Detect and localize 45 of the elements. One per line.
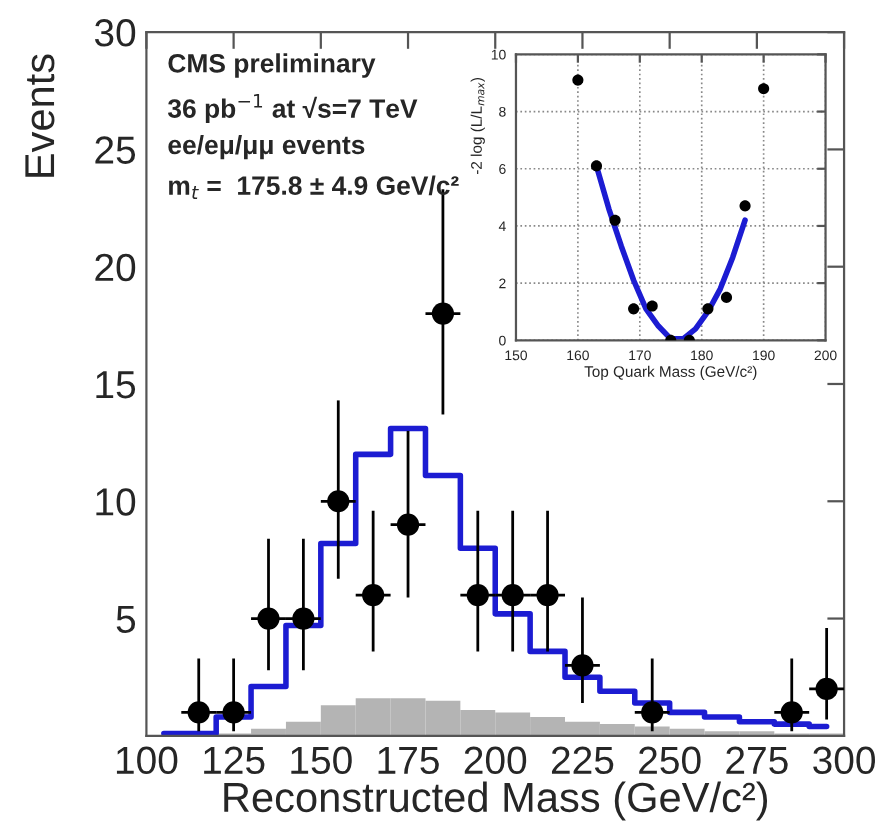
point	[362, 583, 385, 607]
point	[641, 701, 664, 724]
point	[292, 607, 315, 630]
x-tick-label: 125	[204, 746, 265, 775]
point	[780, 701, 803, 724]
point	[571, 654, 594, 677]
point	[572, 74, 584, 86]
point	[187, 701, 210, 724]
y-tick-label: 5	[116, 605, 136, 634]
y-tick-label: 25	[95, 136, 136, 164]
point	[702, 303, 714, 315]
x-tick-label: 275	[726, 746, 788, 775]
point	[758, 83, 770, 95]
point	[628, 303, 640, 315]
y-tick-label: 30	[94, 19, 136, 47]
point	[466, 583, 489, 607]
x-axis-title: Reconstructed Mass (GeV/c²)	[224, 781, 768, 821]
x-tick-label: 225	[551, 746, 614, 775]
x-tick-label: 175	[378, 746, 439, 775]
point	[431, 302, 455, 325]
point	[739, 200, 751, 212]
point	[396, 513, 420, 536]
y-tick-label: 15	[96, 371, 136, 399]
annotation: m$_{t}$ = 175.8 ± 4.9 GeV/c²	[169, 175, 459, 199]
point	[590, 160, 603, 172]
annotation: CMS preliminary	[168, 53, 376, 78]
annotation: 36 pb$^{−1}$ at √s=7 TeV	[167, 94, 418, 124]
point	[327, 490, 350, 513]
point	[646, 300, 658, 312]
x-tick-label: 300	[813, 746, 875, 775]
y-axis-title: Events	[25, 54, 55, 177]
y-tick-label: 10	[96, 488, 136, 516]
point	[609, 214, 621, 226]
point	[257, 607, 280, 630]
x-tick-label: 100	[116, 746, 178, 775]
x-tick-label: 250	[639, 746, 701, 775]
annotation: ee/eμ/μμ events	[168, 134, 365, 160]
point	[222, 701, 245, 724]
point	[501, 583, 524, 607]
point	[815, 677, 838, 701]
y-tick-label: 20	[95, 253, 136, 282]
point	[536, 583, 559, 607]
x-tick-label: 150	[291, 746, 352, 775]
x-tick-label: 200	[464, 746, 527, 775]
point	[720, 291, 733, 303]
